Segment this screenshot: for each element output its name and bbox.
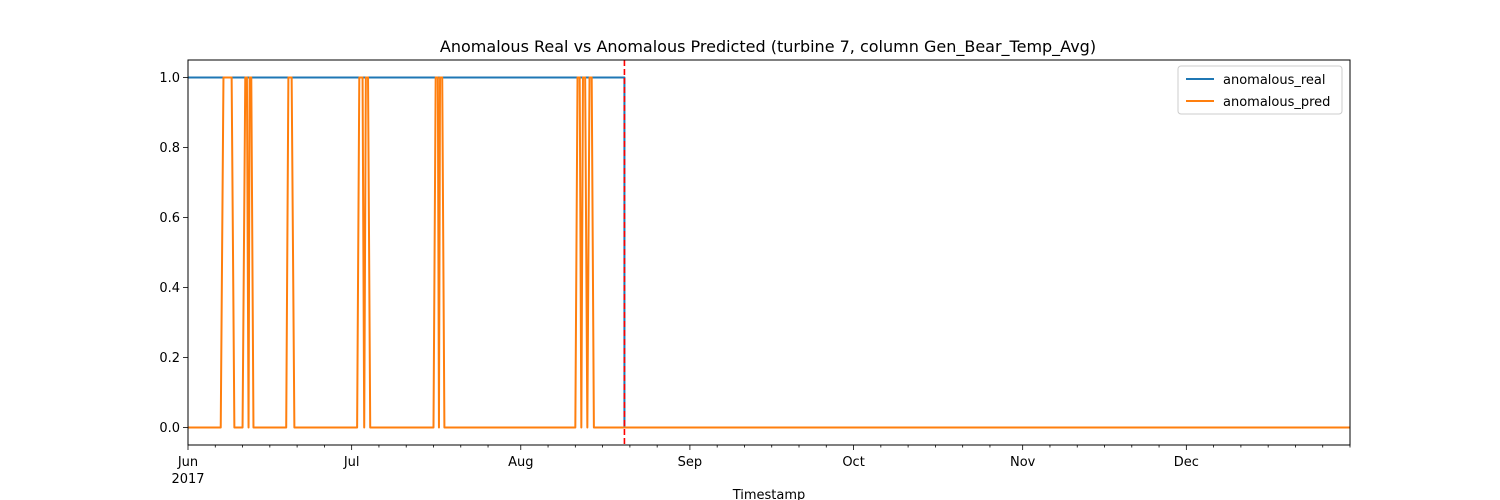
chart-title: Anomalous Real vs Anomalous Predicted (t… — [440, 37, 1096, 57]
y-tick-label: 0.6 — [159, 211, 180, 226]
y-tick-label: 0.4 — [159, 281, 180, 296]
x-tick-label: Dec — [1174, 455, 1199, 470]
y-tick-label: 1.0 — [159, 71, 180, 86]
x-tick-label: Jun — [177, 455, 198, 470]
x-tick-label: Jul — [343, 455, 360, 470]
x-tick-label: Sep — [678, 455, 703, 470]
y-axis: 0.0 0.2 0.4 0.6 0.8 1.0 — [159, 71, 188, 436]
y-tick-label: 0.8 — [159, 141, 180, 156]
x-tick-label: Oct — [842, 455, 864, 470]
x-axis: Jun 2017 Jul Aug Sep Oct Nov Dec — [171, 445, 1351, 487]
plot-frame — [187, 59, 1351, 446]
plot-area — [187, 59, 1351, 446]
y-tick-label: 0.0 — [159, 421, 180, 436]
x-tick-label: Nov — [1010, 455, 1036, 470]
x-tick-sublabel: 2017 — [171, 472, 204, 487]
series-lines — [188, 76, 1350, 429]
legend-box — [1177, 65, 1343, 115]
legend: anomalous_real anomalous_pred — [1177, 65, 1343, 115]
legend-label-anomalous_real: anomalous_real — [1223, 73, 1326, 88]
x-axis-label: Timestamp — [732, 488, 806, 500]
x-tick-label: Aug — [508, 455, 533, 470]
legend-label-anomalous_pred: anomalous_pred — [1223, 95, 1330, 110]
series-line-anomalous_pred — [188, 76, 1350, 429]
y-tick-label: 0.2 — [159, 351, 180, 366]
